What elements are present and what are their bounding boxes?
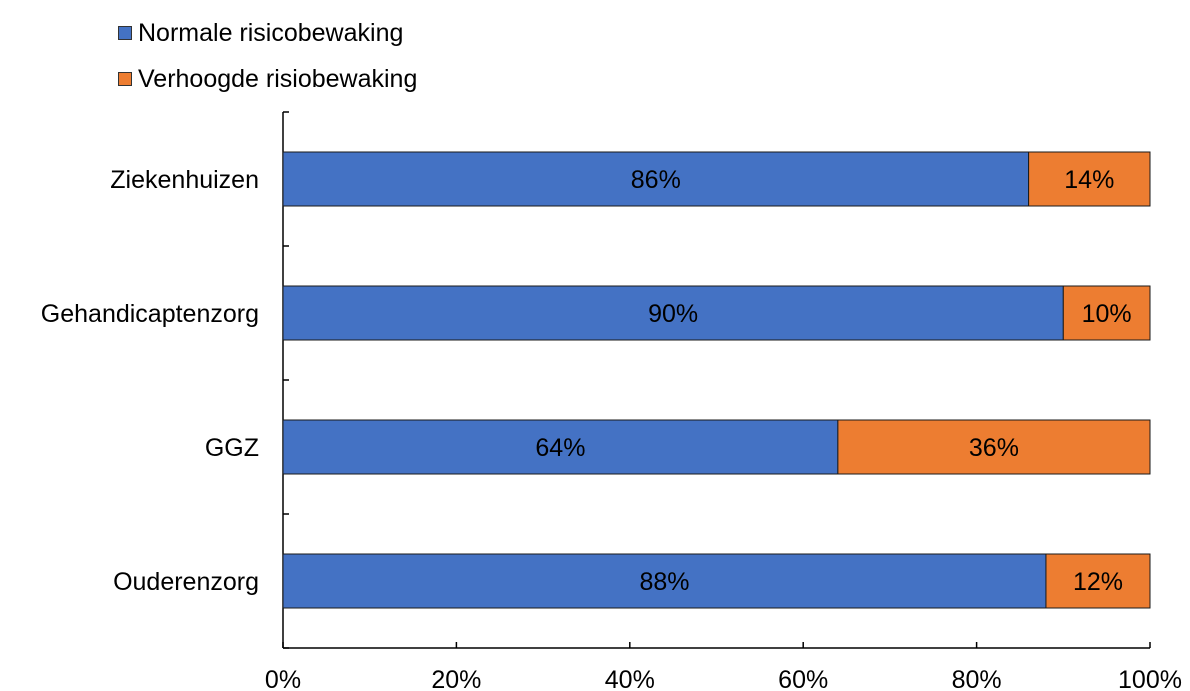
x-tick-label: 0% — [265, 666, 301, 691]
bar-normal-segment — [282, 151, 1030, 207]
category-label: GGZ — [205, 434, 259, 462]
bar-normal-segment — [282, 285, 1064, 341]
bar-elevated-segment — [1062, 285, 1151, 341]
bar-elevated-label: 10% — [1082, 300, 1132, 328]
x-tick-label: 80% — [952, 666, 1002, 691]
legend-label-normal: Normale risicobewaking — [138, 18, 404, 47]
x-tick-label: 60% — [778, 666, 828, 691]
legend-swatch-normal — [118, 26, 132, 40]
chart-legend: Normale risicobewaking Verhoogde risiobe… — [118, 10, 417, 102]
bar-normal-segment — [282, 419, 839, 475]
x-tick-label: 40% — [605, 666, 655, 691]
x-tick-label: 20% — [431, 666, 481, 691]
bar-normal-label: 64% — [535, 434, 585, 462]
category-label: Ouderenzorg — [113, 568, 259, 596]
bar-elevated-label: 36% — [969, 434, 1019, 462]
category-label: Ziekenhuizen — [110, 166, 259, 194]
bar-elevated-label: 12% — [1073, 568, 1123, 596]
legend-item-normal: Normale risicobewaking — [118, 10, 417, 56]
category-label: Gehandicaptenzorg — [41, 300, 259, 328]
bar-elevated-segment — [1045, 553, 1151, 609]
bar-elevated-segment — [1028, 151, 1151, 207]
bar-elevated-label: 14% — [1064, 166, 1114, 194]
x-tick-label: 100% — [1118, 666, 1182, 691]
bar-normal-label: 86% — [631, 166, 681, 194]
legend-item-elevated: Verhoogde risiobewaking — [118, 56, 417, 102]
bar-normal-label: 88% — [639, 568, 689, 596]
legend-swatch-elevated — [118, 72, 132, 86]
legend-label-elevated: Verhoogde risiobewaking — [138, 64, 418, 93]
bar-elevated-segment — [837, 419, 1151, 475]
bar-normal-segment — [282, 553, 1047, 609]
bar-normal-label: 90% — [648, 300, 698, 328]
